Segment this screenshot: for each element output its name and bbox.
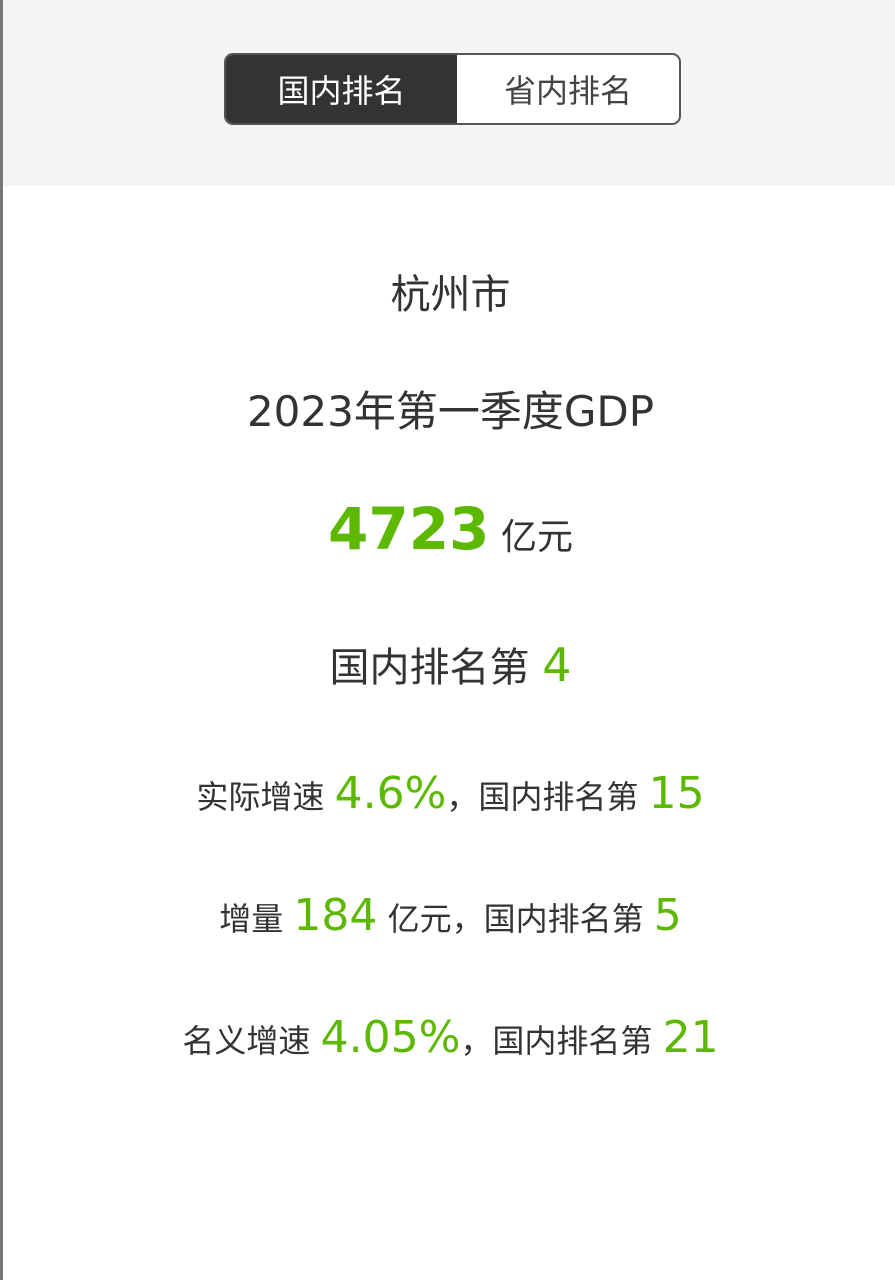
nominal-growth-rank-label: ，国内排名第 [460,1022,653,1060]
gdp-value: 4723 [328,495,490,563]
real-growth-label: 实际增速 [196,778,325,816]
period-title: 2023年第一季度GDP [246,387,655,436]
real-growth-rank-label: ，国内排名第 [446,778,639,816]
gdp-unit: 亿元 [500,517,573,558]
header-area: 国内排名 省内排名 [3,0,895,186]
increment-unit: 亿元 [387,900,452,938]
increment-rank: 5 [653,890,682,941]
increment-value: 184 [293,890,378,941]
gdp-value-line: 4723 亿元 [3,495,895,563]
real-growth-rank: 15 [648,768,705,819]
nominal-growth-rank: 21 [662,1012,719,1063]
increment-label: 增量 [219,900,284,938]
nominal-growth-value: 4.05% [320,1012,461,1063]
tab-national-ranking[interactable]: 国内排名 [226,55,457,123]
nominal-growth-label: 名义增速 [182,1022,311,1060]
real-growth-value: 4.6% [334,768,447,819]
rank-label: 国内排名第 [329,645,530,691]
increment-rank-label: ，国内排名第 [451,900,644,938]
ranking-segmented-control: 国内排名 省内排名 [224,53,681,125]
real-growth-line: 实际增速 4.6%，国内排名第 15 [3,768,895,819]
city-name: 杭州市 [390,272,511,318]
tab-provincial-ranking[interactable]: 省内排名 [503,72,632,110]
nominal-growth-line: 名义增速 4.05%，国内排名第 21 [3,1012,895,1063]
rank-value: 4 [542,638,572,692]
increment-line: 增量 184 亿元，国内排名第 5 [3,890,895,941]
national-rank-line: 国内排名第 4 [3,635,895,693]
